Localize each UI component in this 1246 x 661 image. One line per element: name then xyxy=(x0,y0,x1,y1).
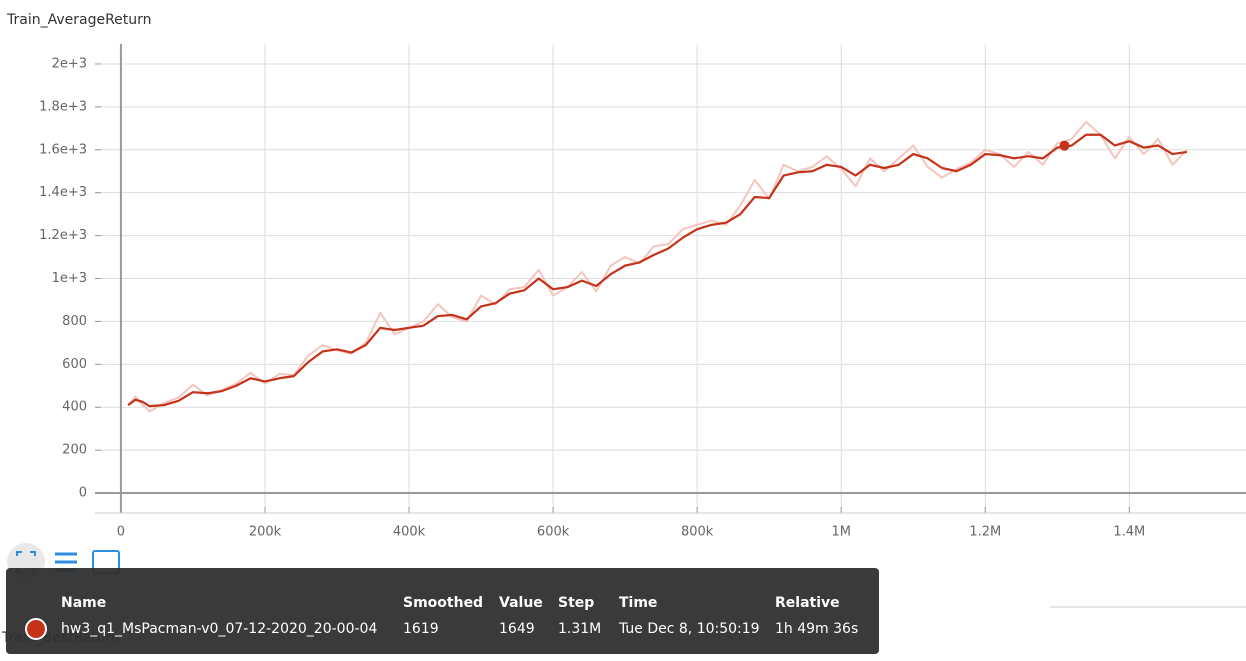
x-tick-label: 1.2M xyxy=(969,525,1001,540)
x-tick-label: 600k xyxy=(537,525,570,540)
fullscreen-icon xyxy=(16,551,36,573)
tooltip-header: Name xyxy=(61,595,106,611)
x-tick-label: 1.4M xyxy=(1113,525,1145,540)
y-tick-label: 600 xyxy=(62,357,87,372)
y-tick-label: 1.8e+3 xyxy=(39,99,87,114)
tooltip-header: Value xyxy=(499,595,543,611)
y-tick-label: 200 xyxy=(62,443,87,458)
tooltip-header: Relative xyxy=(775,595,840,611)
y-tick-label: 1.2e+3 xyxy=(39,228,87,243)
run-swatch xyxy=(25,618,47,640)
y-tick-label: 2e+3 xyxy=(52,56,87,71)
tooltip-cell: 1.31M xyxy=(558,621,601,637)
data-toggle-icon[interactable] xyxy=(55,552,77,572)
tooltip-header: Step xyxy=(558,595,594,611)
x-tick-label: 800k xyxy=(681,525,714,540)
series-line xyxy=(127,120,1188,413)
y-tick-label: 800 xyxy=(62,314,87,329)
x-tick-label: 0 xyxy=(117,525,125,540)
chart-title: Train_AverageReturn xyxy=(6,12,152,28)
tooltip-cell: 1h 49m 36s xyxy=(775,621,858,637)
series-line xyxy=(127,133,1188,408)
plot-area: 0 200 400 600 800 1e+3 1.2e+3 1.4e+3 1.6e+3 1.8e+… xyxy=(39,44,1246,540)
tooltip-header: Smoothed xyxy=(403,595,483,611)
tooltip-header: Time xyxy=(619,595,657,611)
y-tick-label: 1.6e+3 xyxy=(39,142,87,157)
hover-point xyxy=(1059,140,1070,151)
y-tick-label: 0 xyxy=(79,486,87,501)
tooltip-cell: Tue Dec 8, 10:50:19 xyxy=(618,621,760,637)
tooltip-box xyxy=(6,568,879,654)
x-tick-label: 200k xyxy=(249,525,282,540)
tooltip-cell: 1619 xyxy=(403,621,439,637)
tooltip-cell: hw3_q1_MsPacman-v0_07-12-2020_20-00-04 xyxy=(61,621,377,637)
x-tick-label: 1M xyxy=(831,525,851,540)
y-tick-label: 1.4e+3 xyxy=(39,185,87,200)
y-tick-label: 400 xyxy=(62,400,87,415)
tooltip: Name Smoothed Value Step Time Relative hw3_q1_… xyxy=(6,568,879,654)
y-tick-label: 1e+3 xyxy=(52,271,87,286)
x-tick-label: 400k xyxy=(393,525,426,540)
tooltip-cell: 1649 xyxy=(499,621,535,637)
